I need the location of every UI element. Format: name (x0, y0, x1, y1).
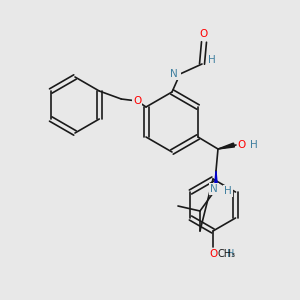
Polygon shape (214, 171, 218, 193)
Text: H: H (250, 140, 258, 150)
Text: O: O (133, 96, 141, 106)
Text: H: H (172, 69, 180, 79)
Text: CH₃: CH₃ (218, 249, 236, 259)
Text: O: O (209, 249, 217, 259)
Text: H: H (208, 55, 216, 65)
Text: H: H (224, 186, 232, 196)
Text: N: N (210, 184, 218, 194)
Text: O: O (238, 140, 246, 150)
Text: H: H (227, 249, 234, 259)
Text: N: N (170, 69, 178, 79)
Text: O: O (200, 29, 208, 39)
Polygon shape (218, 143, 235, 149)
